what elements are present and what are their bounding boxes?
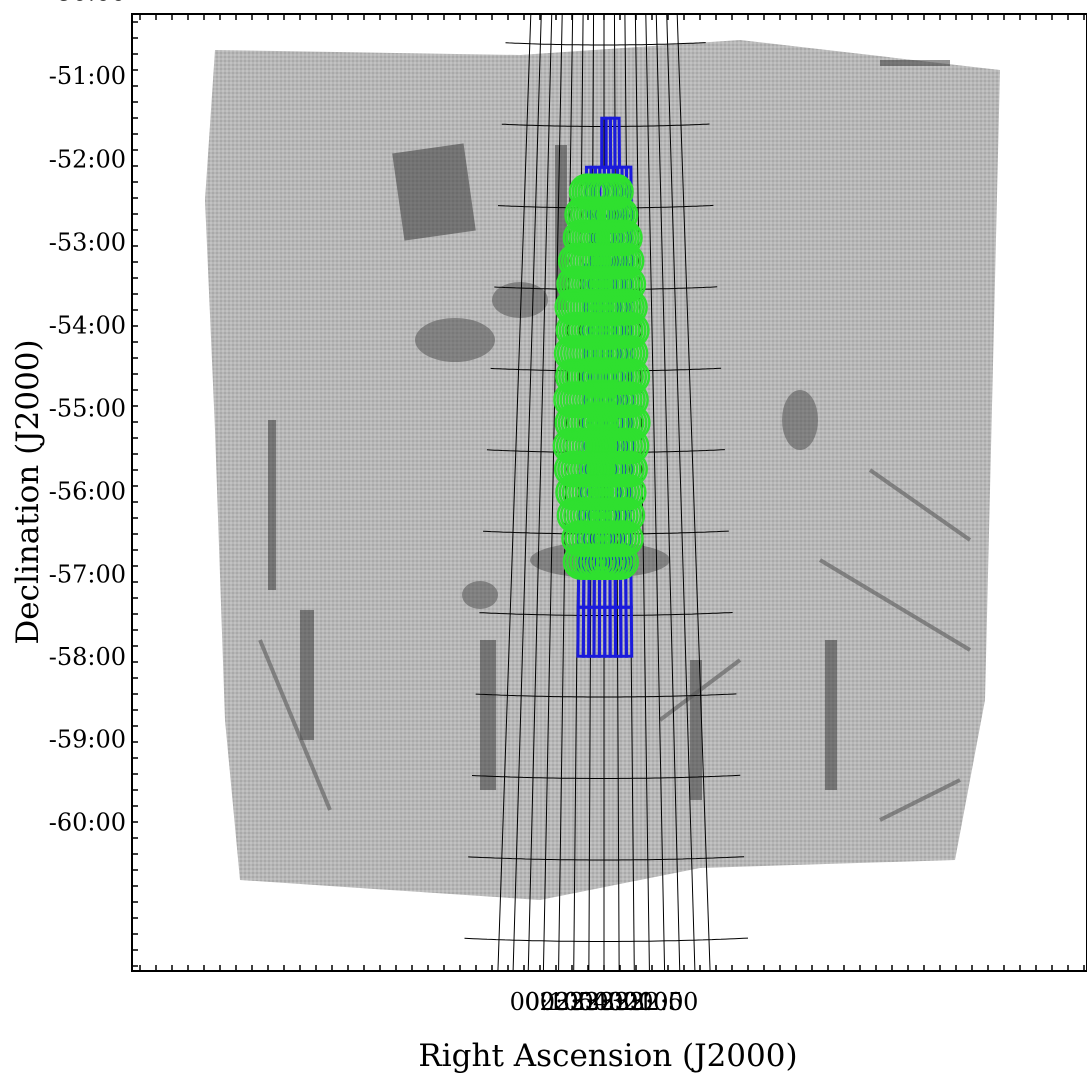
y-tick-label: -54:00 <box>49 312 126 340</box>
x-tick-label: 00:00 <box>525 988 594 1016</box>
dec-grid-line <box>464 937 749 942</box>
x-tick-label: 23:20 <box>584 988 653 1016</box>
x-tick-label: 00:10 <box>510 988 579 1016</box>
x-tick-label: 23:00 <box>614 988 683 1016</box>
plot-frame <box>131 13 1087 972</box>
y-tick-label: -60:00 <box>49 808 126 836</box>
green-pointing-circle <box>553 450 591 488</box>
coordinate-grid <box>464 14 749 971</box>
x-tick-label: 23:30 <box>569 988 638 1016</box>
y-tick-label: -55:00 <box>49 395 126 423</box>
green-circle-pointings <box>552 173 651 581</box>
x-tick-label: 22:50 <box>629 988 698 1016</box>
x-axis-title: Right Ascension (J2000) <box>418 1038 797 1074</box>
x-tick-label: 23:40 <box>554 988 623 1016</box>
y-axis-title: Declination (J2000) <box>10 339 46 644</box>
x-tick-label: 23:10 <box>599 988 668 1016</box>
y-tick-label: -58:00 <box>49 643 126 671</box>
blue-pointing-square <box>576 605 586 658</box>
dec-grid-line <box>475 693 737 698</box>
green-pointing-circle <box>562 543 600 580</box>
y-tick-label: -59:00 <box>49 726 126 754</box>
y-tick-label: -57:00 <box>49 560 126 588</box>
green-pointing-circle <box>556 497 594 534</box>
y-tick-label: -56:00 <box>49 478 126 506</box>
y-tick-label: -53:00 <box>49 229 126 257</box>
green-pointing-circle <box>552 427 590 465</box>
y-tick-label: -50:00 <box>49 0 126 7</box>
dec-grid-line <box>471 774 741 779</box>
frame-minor-ticks <box>132 14 1085 971</box>
x-tick-labels: 00:1000:0023:5023:4023:3023:2023:1023:00… <box>510 988 699 1016</box>
y-tick-label: -52:00 <box>49 145 126 173</box>
dec-grid-line <box>468 856 745 861</box>
dec-grid-line <box>505 42 706 46</box>
mosaic-dark-features <box>268 60 950 800</box>
y-tick-labels: -50:00 -51:00 -52:00 -53:00 -54:00 -55:00 -56:… <box>49 0 126 836</box>
x-tick-label: 23:50 <box>540 988 609 1016</box>
y-tick-label: -51:00 <box>49 62 126 90</box>
green-pointing-circle <box>555 473 592 511</box>
